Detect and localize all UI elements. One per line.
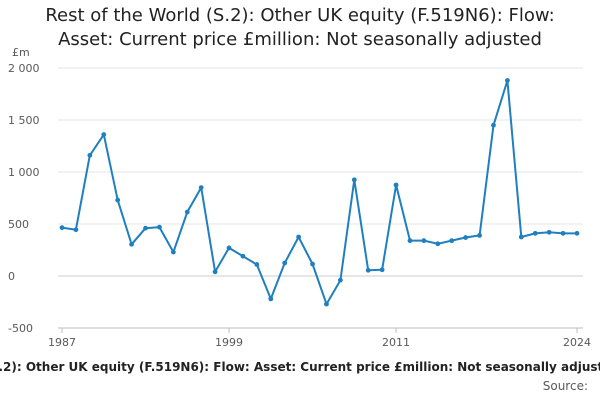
data-point [324,301,329,307]
data-point [170,249,176,255]
data-point [268,296,274,302]
data-point [393,182,399,188]
data-point [546,229,552,235]
y-axis-unit-label: £m [12,46,30,59]
data-point [518,234,524,240]
chart-title-line-2: Asset: Current price £million: Not seaso… [58,29,542,50]
data-point [574,230,580,236]
data-point [337,277,343,283]
x-tick-label: 1987 [48,336,76,349]
data-point [282,260,288,266]
y-tick-label: 1 000 [8,166,40,179]
x-tick-label: 1999 [215,336,243,349]
data-point [505,78,510,83]
data-point [212,269,218,275]
data-point [143,225,148,231]
data-point [560,230,566,236]
y-tick-label: 0 [8,270,15,283]
data-point [463,235,469,240]
data-point [59,225,65,231]
data-point [87,152,93,158]
data-point [240,253,246,259]
data-point [379,267,385,273]
y-axis-ticks: -500 0 500 1 000 1 500 2 000 [8,62,40,335]
data-point [477,233,482,238]
y-tick-label: 1 500 [8,114,40,127]
data-point [310,261,315,267]
data-point [491,122,496,128]
y-tick-label: 500 [8,218,29,231]
legend-label: Rest of the World (S.2): Other UK equity… [0,360,600,374]
legend: Rest of the World (S.2): Other UK equity… [0,360,600,380]
data-point [254,262,260,267]
data-point [101,132,107,137]
x-tick-label: 2011 [382,336,410,349]
series-line [61,79,577,306]
y-tick-label: -500 [8,322,33,335]
data-point [449,238,455,244]
data-point [421,238,427,244]
data-point [157,224,162,230]
data-point [365,267,371,273]
data-point [129,241,134,247]
chart-title: Rest of the World (S.2): Other UK equity… [0,4,600,52]
source-label: Source: [542,379,588,393]
data-point [184,209,190,215]
y-tick-label: 2 000 [8,62,40,75]
data-point [198,185,204,191]
series-layer [59,78,580,307]
data-point [73,227,79,233]
data-point [435,241,441,247]
x-axis: 1987 1999 2011 2024 [48,327,591,349]
data-point [115,197,121,203]
data-point [351,177,357,183]
data-point [407,238,413,244]
x-tick-label: 2024 [563,336,591,349]
data-point [296,234,302,240]
chart-title-line-1: Rest of the World (S.2): Other UK equity… [45,5,555,26]
data-point [532,230,538,236]
data-point [226,245,232,251]
